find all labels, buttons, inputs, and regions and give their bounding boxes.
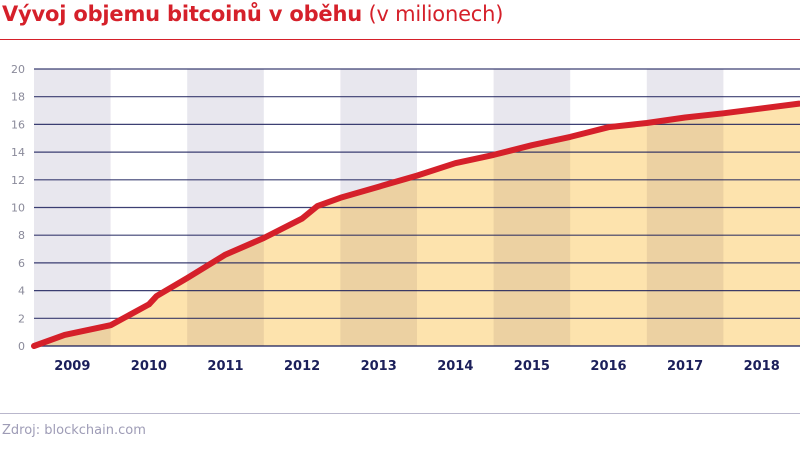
source-note: Zdroj: blockchain.com bbox=[2, 423, 146, 438]
x-year-label: 2009 bbox=[54, 359, 90, 374]
y-tick-label: 16 bbox=[11, 118, 25, 131]
x-year-label: 2011 bbox=[207, 359, 243, 374]
area-segment bbox=[723, 103, 800, 346]
y-tick-label: 20 bbox=[11, 63, 25, 76]
y-tick-label: 6 bbox=[18, 257, 25, 270]
y-tick-label: 12 bbox=[11, 174, 25, 187]
chart-title: Vývoj objemu bitcoinů v oběhu (v milione… bbox=[2, 2, 503, 26]
footer-divider bbox=[0, 413, 800, 414]
title-divider bbox=[0, 39, 800, 40]
supply-line-path bbox=[31, 100, 800, 349]
y-tick-label: 0 bbox=[18, 340, 25, 353]
x-year-label: 2014 bbox=[437, 359, 473, 374]
gridlines bbox=[34, 68, 800, 347]
x-year-label: 2015 bbox=[514, 359, 550, 374]
x-axis-year-labels: 2009 2010 2011 2012 2013 2014 2015 2016 2017 2018 bbox=[54, 359, 780, 374]
x-year-label: 2016 bbox=[590, 359, 626, 374]
x-year-label: 2013 bbox=[361, 359, 397, 374]
supply-line bbox=[31, 100, 800, 349]
chart-title-unit: (v milionech) bbox=[368, 2, 504, 26]
area-segment bbox=[570, 103, 648, 346]
x-year-label: 2017 bbox=[667, 359, 703, 374]
area-segment bbox=[646, 103, 724, 346]
y-tick-label: 10 bbox=[11, 202, 25, 215]
x-year-label: 2018 bbox=[744, 359, 780, 374]
y-tick-label: 18 bbox=[11, 91, 25, 104]
y-tick-label: 4 bbox=[18, 285, 25, 298]
y-tick-label: 8 bbox=[18, 229, 25, 242]
x-year-label: 2010 bbox=[131, 359, 167, 374]
y-tick-label: 14 bbox=[11, 146, 25, 159]
x-year-label: 2012 bbox=[284, 359, 320, 374]
y-axis-ticks: 0 2 4 6 8 10 12 14 16 18 20 bbox=[11, 63, 25, 353]
y-tick-label: 2 bbox=[18, 312, 25, 325]
chart-title-main: Vývoj objemu bitcoinů v oběhu bbox=[2, 2, 362, 26]
